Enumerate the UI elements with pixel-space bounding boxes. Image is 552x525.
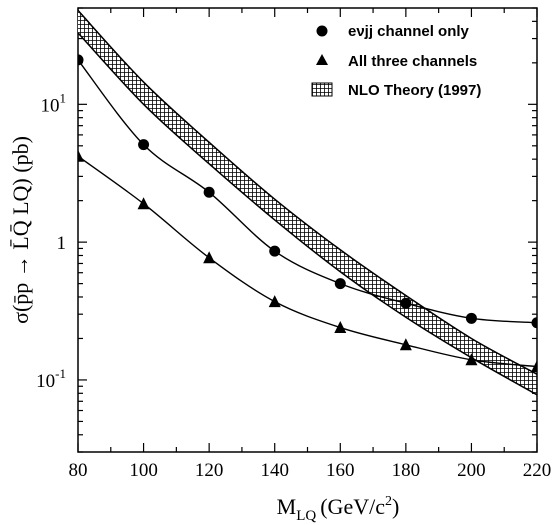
legend-item-evjj: eνjj channel only <box>316 23 470 40</box>
legend-label-evjj: eνjj channel only <box>348 23 470 40</box>
y-tick-label: 10-1 <box>36 366 66 392</box>
x-tick-label: 80 <box>69 460 88 481</box>
data-point-triangle <box>203 251 216 264</box>
legend-label-all-channels: All three channels <box>348 53 477 70</box>
data-point-circle <box>78 54 84 66</box>
legend-marker-triangle <box>316 54 328 65</box>
data-point-circle <box>203 186 215 198</box>
data-point-circle <box>138 139 150 151</box>
x-tick-label: 140 <box>260 460 289 481</box>
x-tick-label: 220 <box>523 460 552 481</box>
x-tick-label: 160 <box>326 460 355 481</box>
x-tick-label: 180 <box>392 460 421 481</box>
data-point-circle <box>334 278 346 290</box>
theory-band <box>78 10 537 395</box>
legend-item-nlo: NLO Theory (1997) <box>311 82 481 99</box>
data-point-circle <box>400 297 412 309</box>
data-point-triangle <box>334 321 347 334</box>
data-point-triangle <box>268 295 281 308</box>
theory-band-upper-edge <box>78 9 537 375</box>
x-tick-label: 120 <box>195 460 224 481</box>
x-tick-label: 100 <box>129 460 158 481</box>
y-tick-label: 1 <box>57 233 67 254</box>
legend: eνjj channel only All three channels NLO… <box>311 23 481 99</box>
legend-item-all-channels: All three channels <box>316 53 477 70</box>
legend-label-nlo: NLO Theory (1997) <box>348 82 481 99</box>
x-axis-title: MLQ (GeV/c2) <box>277 494 400 524</box>
theory-band-lower-edge <box>78 32 537 396</box>
series-layer <box>78 54 537 373</box>
legend-marker-band <box>311 82 333 97</box>
data-point-circle <box>465 312 477 324</box>
axis-tick-labels: 80 100 120 140 160 180 200 220 10-1 1 101 <box>36 90 551 481</box>
data-point-circle <box>531 317 537 329</box>
data-point-triangle <box>465 353 478 366</box>
data-point-triangle <box>399 338 412 351</box>
data-point-triangle <box>531 360 537 373</box>
legend-marker-circle <box>316 25 328 37</box>
data-point-triangle <box>78 149 84 162</box>
y-tick-label: 101 <box>41 90 67 116</box>
theory-band-layer <box>78 9 537 396</box>
data-point-triangle <box>137 197 150 210</box>
x-tick-label: 200 <box>457 460 486 481</box>
all-channels-curve <box>78 155 537 368</box>
y-axis-title: σ(p̄p → L̄Q̄ LQ) (pb) <box>8 136 33 324</box>
data-point-circle <box>269 245 281 257</box>
